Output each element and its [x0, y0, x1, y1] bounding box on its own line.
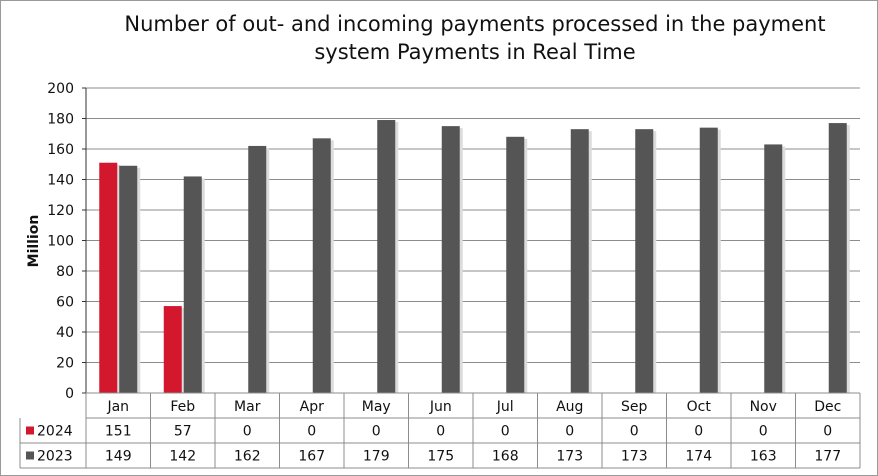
y-tick-label: 120 [47, 203, 74, 219]
data-label: 151 [105, 424, 132, 440]
x-tick-label: May [362, 399, 391, 415]
bar-2023-mar [248, 145, 267, 393]
x-tick-label: Apr [300, 399, 324, 415]
data-table: Jan Feb Mar Apr May Jun Jul Aug Sep Oct Nov Dec 2024… [19, 392, 861, 469]
data-label: 173 [556, 449, 583, 465]
x-tick-label: Oct [687, 399, 712, 415]
data-label: 162 [234, 449, 261, 465]
data-label: 0 [630, 424, 639, 440]
y-tick-label: 40 [56, 325, 74, 341]
y-tick-label: 180 [47, 112, 74, 128]
bar-2023-feb [183, 176, 202, 393]
y-tick-label: 140 [47, 173, 74, 189]
x-tick-label: Feb [170, 399, 195, 415]
bar-2023-apr [312, 138, 331, 393]
y-tick-label: 60 [56, 295, 74, 311]
y-tick-label: 160 [47, 142, 74, 158]
legend-label-2024: 2024 [37, 424, 73, 440]
y-tick-label: 20 [56, 356, 74, 372]
x-tick-label: Nov [750, 399, 777, 415]
data-label: 0 [501, 424, 510, 440]
data-label: 0 [243, 424, 252, 440]
data-label: 57 [174, 424, 192, 440]
data-label: 168 [492, 449, 519, 465]
x-tick-label: Dec [814, 399, 841, 415]
legend-label-2023: 2023 [37, 449, 73, 465]
data-label: 0 [565, 424, 574, 440]
bar-2023-oct [699, 127, 718, 394]
bar-2023-nov [764, 144, 783, 393]
bar-2023-sep [635, 129, 654, 394]
chart-title: Number of out- and incoming payments pro… [80, 10, 870, 66]
data-label: 163 [750, 449, 777, 465]
y-tick-label: 100 [47, 234, 74, 250]
bar-2024-feb [163, 306, 182, 393]
y-axis-label: Million [26, 215, 42, 268]
legend-swatch-2024 [26, 426, 34, 435]
data-label: 174 [685, 449, 712, 465]
x-tick-label: Jan [106, 399, 129, 415]
x-tick-label: Mar [234, 399, 261, 415]
data-label: 175 [427, 449, 454, 465]
bar-2023-jun [441, 126, 460, 393]
x-tick-label: Jun [429, 399, 452, 415]
x-tick-label: Sep [621, 399, 648, 415]
data-label: 177 [814, 449, 841, 465]
chart-title-line-2: system Payments in Real Time [314, 40, 636, 64]
y-tick-label: 200 [47, 81, 74, 97]
chart-title-line-1: Number of out- and incoming payments pro… [124, 12, 826, 36]
data-label: 149 [105, 449, 132, 465]
data-label: 167 [298, 449, 325, 465]
bars [99, 120, 850, 394]
bar-2023-may [377, 120, 396, 394]
data-label: 0 [823, 424, 832, 440]
data-label: 0 [307, 424, 316, 440]
bar-2023-dec [828, 123, 847, 393]
data-label: 142 [169, 449, 196, 465]
bar-2023-aug [570, 129, 589, 394]
data-label: 0 [694, 424, 703, 440]
x-tick-label: Jul [496, 399, 514, 415]
data-label: 173 [621, 449, 648, 465]
y-axis: 0 20 40 60 80 100 120 140 160 180 200 [47, 81, 87, 402]
data-label: 179 [363, 449, 390, 465]
x-tick-label: Aug [556, 399, 583, 415]
y-tick-label: 80 [56, 264, 74, 280]
data-label: 0 [759, 424, 768, 440]
y-tick-label: 0 [65, 386, 74, 402]
data-label: 0 [436, 424, 445, 440]
bar-2024-jan [99, 162, 118, 393]
legend-swatch-2023 [26, 451, 34, 460]
bar-2023-jan [119, 165, 138, 393]
data-label: 0 [372, 424, 381, 440]
bar-2023-jul [506, 136, 525, 394]
